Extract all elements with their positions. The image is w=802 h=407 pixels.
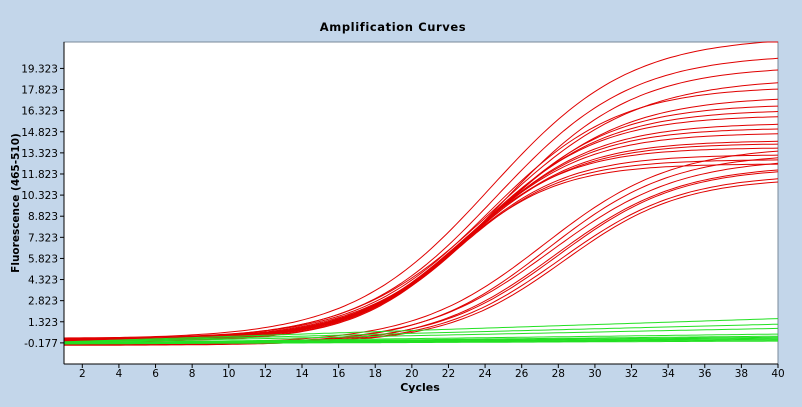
x-tick-label: 16 <box>332 368 346 380</box>
y-tick-label: 10.323 <box>21 190 58 202</box>
x-tick-label: 24 <box>478 368 492 380</box>
x-tick-label: 2 <box>79 368 86 380</box>
y-tick-label: 16.323 <box>21 106 58 118</box>
negative-curve-2-1[interactable] <box>63 323 779 343</box>
y-tick-label: 11.823 <box>21 169 58 181</box>
chart-title: Amplification Curves <box>320 20 467 34</box>
y-tick-label: 4.323 <box>28 275 58 287</box>
x-tick-label: 30 <box>588 368 601 380</box>
ticks-layer: -0.177 1.323 2.823 4.323 5.823 7.323 8.823 10.3… <box>21 63 784 380</box>
y-tick-label: 8.823 <box>28 211 58 223</box>
x-tick-label: 22 <box>442 368 455 380</box>
y-tick-label: 2.823 <box>28 296 58 308</box>
y-tick-label: -0.177 <box>24 338 58 350</box>
y-tick-label: 5.823 <box>28 253 58 265</box>
y-tick-label: 13.323 <box>21 148 58 160</box>
x-tick-label: 32 <box>625 368 638 380</box>
x-tick-label: 14 <box>295 368 309 380</box>
y-tick-label: 14.823 <box>21 127 58 139</box>
y-tick-label: 17.823 <box>21 85 58 97</box>
x-tick-label: 8 <box>189 368 196 380</box>
plot-area <box>63 41 779 365</box>
x-tick-label: 38 <box>735 368 748 380</box>
y-tick-label: 7.323 <box>28 232 58 244</box>
x-tick-label: 6 <box>152 368 159 380</box>
y-tick-label: 1.323 <box>28 317 58 329</box>
x-tick-label: 4 <box>116 368 123 380</box>
negative-curve-2-9[interactable] <box>64 340 778 345</box>
positive-curve-0-4[interactable] <box>63 88 779 339</box>
x-tick-label: 20 <box>405 368 418 380</box>
negative-curve-2-3[interactable] <box>64 333 778 344</box>
x-tick-label: 12 <box>259 368 272 380</box>
x-tick-label: 28 <box>552 368 565 380</box>
negative-curve-2-0[interactable] <box>63 318 779 343</box>
x-tick-label: 34 <box>661 368 675 380</box>
positive-curve-0-0[interactable] <box>64 41 778 339</box>
negative-curve-2-2[interactable] <box>63 327 779 343</box>
x-axis-label: Cycles <box>400 381 440 394</box>
y-tick-label: 19.323 <box>21 63 58 75</box>
x-tick-label: 18 <box>369 368 382 380</box>
positive-curve-1-5[interactable] <box>64 178 779 346</box>
y-axis-label: Fluorescence (465-510) <box>10 133 22 273</box>
x-tick-label: 40 <box>771 368 784 380</box>
curves-layer <box>63 41 779 346</box>
x-tick-label: 26 <box>515 368 529 380</box>
x-tick-label: 36 <box>698 368 712 380</box>
x-tick-label: 10 <box>222 368 235 380</box>
